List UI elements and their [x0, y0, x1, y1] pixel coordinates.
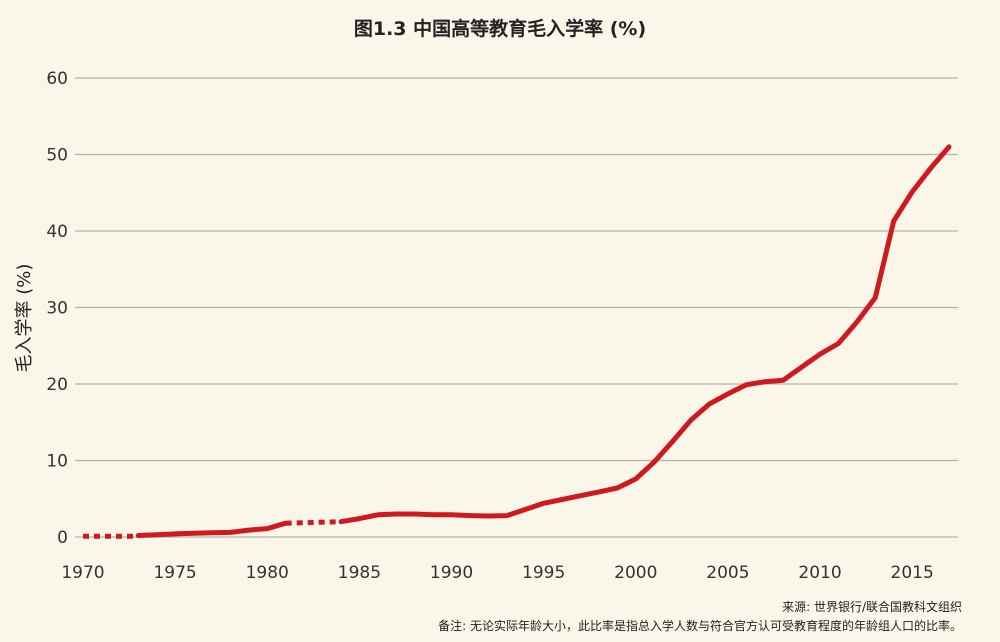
x-tick-labels: 1970 1975 1980 1985 1990 1995 2000 2005 2010 2015: [61, 563, 933, 583]
x-tick-label: 1980: [246, 563, 289, 583]
y-tick-label: 20: [46, 375, 68, 395]
x-tick-label: 1970: [61, 563, 104, 583]
footnote: 备注: 无论实际年龄大小，此比率是指总入学人数与符合官方认可受教育程度的年龄组人…: [438, 619, 962, 633]
y-tick-label: 60: [46, 69, 68, 89]
y-tick-label: 10: [46, 452, 68, 472]
y-tick-label: 50: [46, 146, 68, 166]
x-tick-label: 2015: [891, 563, 934, 583]
x-tick-label: 1985: [338, 563, 381, 583]
x-tick-label: 2000: [614, 563, 657, 583]
series-line-dashed-segment: [285, 519, 342, 526]
x-tick-label: 2010: [798, 563, 841, 583]
y-tick-labels: 0 10 20 30 40 50 60: [46, 69, 68, 548]
x-tick-label: 1995: [522, 563, 565, 583]
y-axis-label: 毛入学率 (%): [14, 264, 35, 373]
series-line: [83, 144, 952, 539]
grid-lines: [75, 77, 958, 538]
x-tick-label: 1975: [153, 563, 196, 583]
y-tick-label: 0: [57, 528, 68, 548]
x-tick-label: 2005: [706, 563, 749, 583]
source-note: 来源: 世界银行/联合国教科文组织: [782, 600, 962, 614]
series-line-segment: [135, 520, 289, 538]
y-tick-label: 40: [46, 222, 68, 242]
chart-title: 图1.3 中国高等教育毛入学率 (%): [353, 18, 647, 40]
x-tick-label: 1990: [430, 563, 473, 583]
series-line-segment: [338, 144, 952, 525]
y-tick-label: 30: [46, 299, 68, 319]
